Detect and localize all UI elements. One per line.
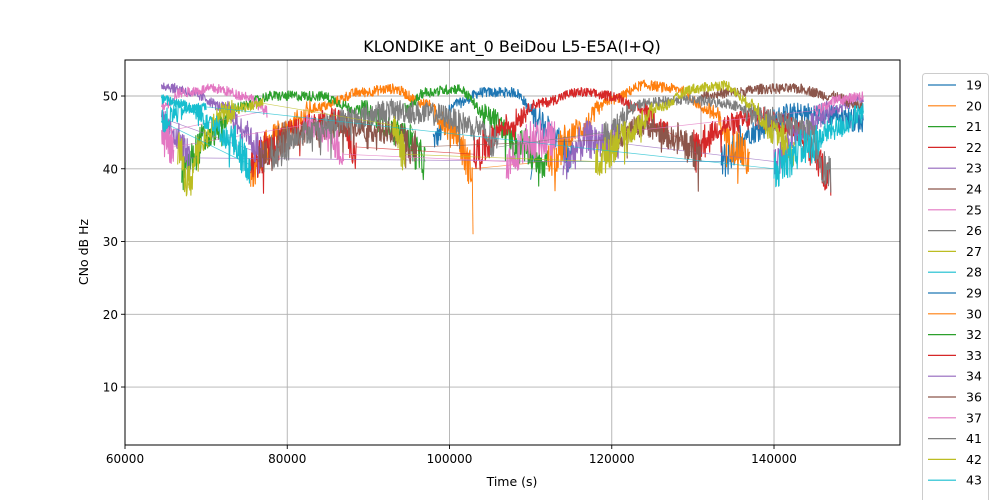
legend-label: 43	[966, 473, 982, 488]
series-pass-line	[611, 114, 702, 192]
legend-entry: 24	[928, 182, 982, 197]
series-pass-line	[773, 103, 864, 188]
legend-label: 33	[966, 348, 982, 363]
plot-frame	[124, 59, 901, 446]
legend-entry: 22	[928, 140, 982, 155]
series-pass-line	[720, 102, 864, 177]
series-gap-line	[206, 106, 775, 170]
legend-entry: 32	[928, 327, 982, 342]
legend-label: 24	[966, 182, 982, 197]
legend-label: 30	[966, 306, 982, 321]
legend-entry: 29	[928, 286, 982, 301]
series-gap-line	[344, 153, 507, 162]
y-tick-label: 10	[103, 381, 118, 395]
series-25	[160, 83, 864, 180]
legend-label: 41	[966, 431, 982, 446]
x-tick-label: 60000	[106, 452, 144, 466]
series-pass-line	[270, 98, 499, 170]
series-pass-line	[161, 121, 175, 165]
legend-entry: 28	[928, 265, 982, 280]
series-pass-line	[177, 97, 264, 197]
legend-entry: 30	[928, 306, 982, 321]
legend-label: 37	[966, 410, 982, 425]
legend-label: 28	[966, 265, 982, 280]
series-pass-line	[160, 94, 252, 184]
series-pass-line	[603, 94, 832, 193]
legend-entry: 33	[928, 348, 982, 363]
legend-entry: 42	[928, 452, 982, 467]
series-outlier-spike	[471, 168, 474, 235]
y-tick-label: 50	[103, 90, 118, 104]
legend-label: 23	[966, 161, 982, 176]
series-pass-line	[814, 91, 864, 116]
series-gap-line	[498, 132, 604, 148]
series-26	[270, 94, 832, 193]
legend-entry: 20	[928, 98, 982, 113]
series-outlier-spike	[187, 183, 191, 191]
x-axis-ticks: 60000 80000 100000 120000 140000	[106, 445, 797, 466]
legend-label: 42	[966, 452, 982, 467]
legend-label: 19	[966, 78, 982, 93]
series-gap-line	[554, 110, 815, 141]
legend: 19 20 21 22 23 24 25 26 27 28 29 30 32 33 34 36 37 41 42 43	[922, 73, 989, 500]
x-tick-label: 120000	[589, 452, 635, 466]
series-pass-line	[160, 83, 268, 118]
legend-entry: 27	[928, 244, 982, 259]
legend-label: 22	[966, 140, 982, 155]
y-axis-label: CNo dB Hz	[76, 218, 91, 285]
chart-title: KLONDIKE ant_0 BeiDou L5-E5A(I+Q)	[363, 37, 661, 57]
series-gap-line	[189, 157, 564, 162]
series-gap-line	[173, 124, 304, 148]
legend-box	[922, 73, 989, 500]
series-pass-line	[546, 79, 751, 192]
series-pass-line	[473, 87, 670, 171]
series-gap-line	[161, 121, 251, 166]
legend-entry: 43	[928, 473, 982, 488]
series-pass-line	[160, 99, 207, 133]
x-tick-label: 100000	[427, 452, 473, 466]
legend-entry: 34	[928, 369, 982, 384]
plot-traces	[160, 79, 864, 235]
series-gap-line	[472, 161, 547, 170]
series-pass-line	[505, 120, 556, 180]
legend-label: 36	[966, 390, 982, 405]
legend-label: 21	[966, 119, 982, 134]
legend-label: 26	[966, 223, 982, 238]
series-pass-line	[594, 80, 795, 176]
legend-entry: 23	[928, 161, 982, 176]
legend-entry: 26	[928, 223, 982, 238]
x-axis-label: Time (s)	[486, 474, 538, 489]
x-tick-label: 140000	[751, 452, 797, 466]
y-axis-ticks: 10 20 30 40 50	[103, 90, 125, 395]
y-tick-label: 20	[103, 308, 118, 322]
legend-label: 29	[966, 286, 982, 301]
legend-label: 34	[966, 369, 982, 384]
x-tick-label: 80000	[268, 452, 306, 466]
series-28	[160, 94, 864, 188]
legend-entry: 41	[928, 431, 982, 446]
legend-label: 25	[966, 202, 982, 217]
y-tick-label: 30	[103, 235, 118, 249]
legend-entry: 25	[928, 202, 982, 217]
legend-label: 20	[966, 98, 982, 113]
series-gap-line	[404, 153, 596, 162]
legend-label: 27	[966, 244, 982, 259]
series-pass-line	[432, 86, 572, 173]
series-27	[177, 80, 795, 197]
legend-label: 32	[966, 327, 982, 342]
legend-entry: 37	[928, 410, 982, 425]
series-gap-line	[417, 139, 612, 148]
legend-entry: 19	[928, 78, 982, 93]
legend-entry: 36	[928, 390, 982, 405]
legend-entry: 21	[928, 119, 982, 134]
y-tick-label: 40	[103, 162, 118, 176]
series-gap-line	[262, 102, 393, 126]
series-pass-line	[392, 115, 406, 171]
